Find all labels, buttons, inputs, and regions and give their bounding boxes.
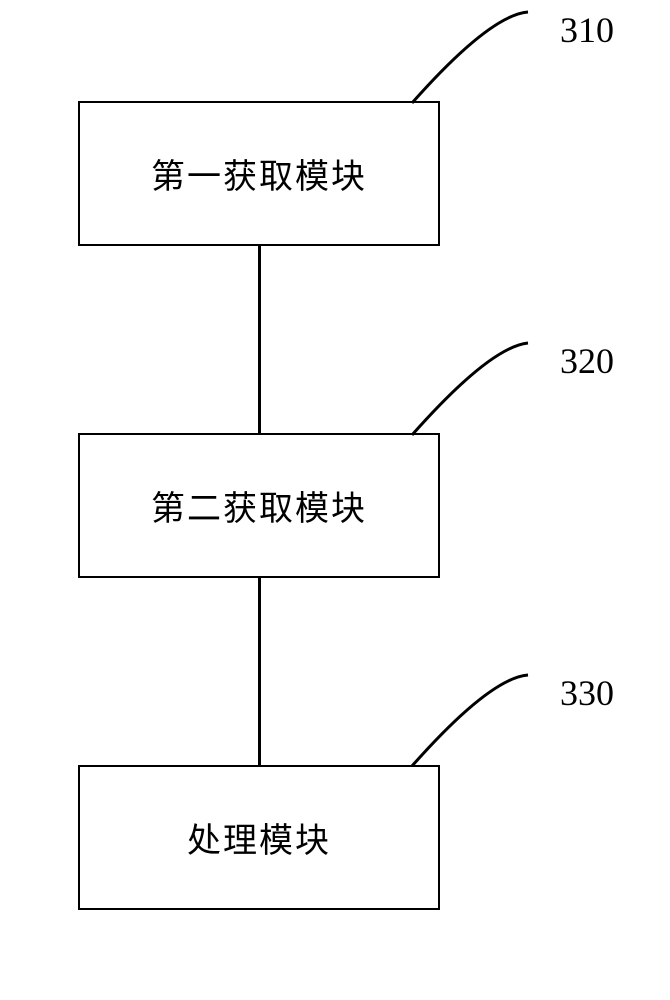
- module-label-1: 第一获取模块: [151, 149, 367, 198]
- callout-label-330: 330: [560, 672, 614, 714]
- connector-1-2: [258, 246, 261, 433]
- module-box-1: 第一获取模块: [78, 101, 440, 246]
- module-label-2: 第二获取模块: [151, 481, 367, 530]
- connector-2-3: [258, 578, 261, 765]
- module-box-3: 处理模块: [78, 765, 440, 910]
- callout-label-320: 320: [560, 340, 614, 382]
- module-label-3: 处理模块: [187, 813, 331, 862]
- callout-arc-310: [412, 12, 528, 103]
- callout-arc-320: [412, 343, 528, 435]
- module-box-2: 第二获取模块: [78, 433, 440, 578]
- diagram-container: 第一获取模块 第二获取模块 处理模块 310 320 330: [0, 0, 670, 1000]
- callout-arc-330: [412, 675, 528, 766]
- callout-label-310: 310: [560, 9, 614, 51]
